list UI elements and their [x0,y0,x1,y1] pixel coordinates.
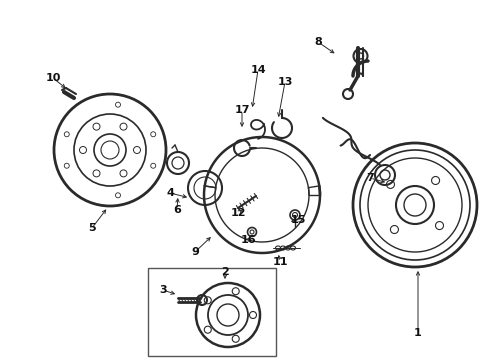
Text: 5: 5 [88,223,96,233]
Text: 13: 13 [277,77,293,87]
Text: 4: 4 [166,188,174,198]
Text: 10: 10 [45,73,61,83]
Text: 6: 6 [173,205,181,215]
Text: 16: 16 [240,235,256,245]
Text: 8: 8 [314,37,322,47]
Text: 9: 9 [191,247,199,257]
Text: 17: 17 [234,105,250,115]
Text: 3: 3 [159,285,167,295]
Text: 14: 14 [250,65,266,75]
Bar [148,268,276,356]
Text: 7: 7 [366,173,374,183]
Text: 15: 15 [290,215,306,225]
Text: 2: 2 [221,267,229,277]
Text: 11: 11 [272,257,288,267]
Text: 12: 12 [230,208,246,218]
Text: 1: 1 [414,328,422,338]
